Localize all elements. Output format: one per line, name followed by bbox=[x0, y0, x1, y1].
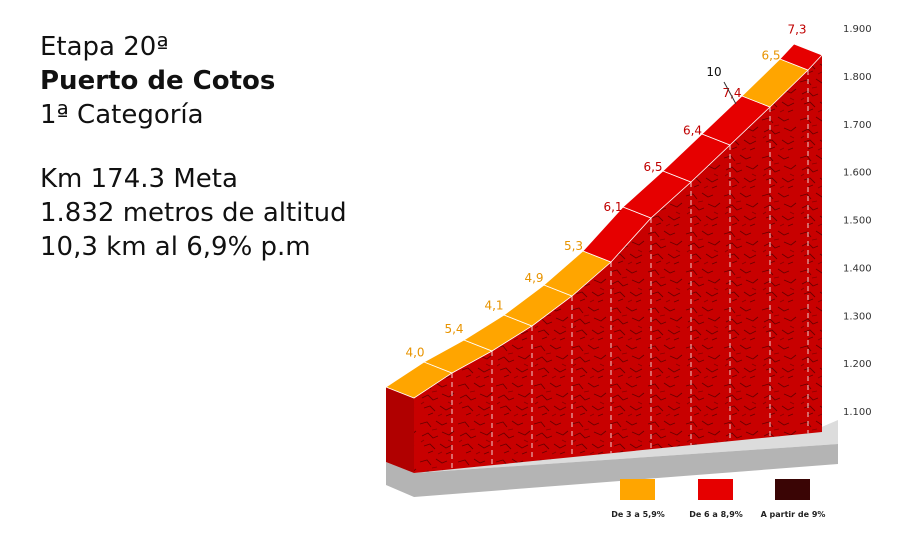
legend-swatch bbox=[775, 479, 810, 500]
profile-base bbox=[386, 444, 838, 497]
segment-grade-label: 4,0 bbox=[405, 346, 424, 360]
altitude-tick-label: 1.100 bbox=[843, 407, 872, 418]
segment-grade-label: 6,4 bbox=[683, 124, 702, 138]
climb-category: 1ª Categoría bbox=[40, 100, 204, 130]
segment-grade-label: 4,1 bbox=[484, 299, 503, 313]
legend-label: A partir de 9% bbox=[761, 510, 826, 519]
segment-grade-label: 6,5 bbox=[643, 160, 662, 174]
altitude-tick-label: 1.700 bbox=[843, 120, 872, 131]
climb-name: Puerto de Cotos bbox=[40, 66, 276, 96]
legend-label: De 6 a 8,9% bbox=[689, 510, 743, 519]
segment-grade-label: 5,3 bbox=[564, 239, 583, 253]
segment-grade-label: 7,3 bbox=[787, 23, 806, 37]
altitude-tick-label: 1.500 bbox=[843, 216, 872, 227]
profile-front-wall bbox=[386, 387, 414, 473]
length-grade: 10,3 km al 6,9% p.m bbox=[40, 232, 311, 262]
segment-grade-label: 7,4 bbox=[722, 86, 741, 100]
segment-grade-label: 5,4 bbox=[444, 322, 463, 336]
legend-swatch bbox=[698, 479, 733, 500]
segment-band bbox=[779, 43, 823, 71]
profile-body bbox=[414, 55, 822, 473]
max-grade-label: 10 bbox=[706, 65, 721, 79]
segment-grade-label: 4,9 bbox=[524, 271, 543, 285]
altitude-tick-label: 1.800 bbox=[843, 72, 872, 83]
segment-grade-label: 6,1 bbox=[603, 200, 622, 214]
legend-swatch bbox=[620, 479, 655, 500]
legend-label: De 3 a 5,9% bbox=[611, 510, 665, 519]
stage-label: Etapa 20ª bbox=[40, 32, 169, 62]
altitude-tick-label: 1.300 bbox=[843, 311, 872, 322]
summit-altitude: 1.832 metros de altitud bbox=[40, 198, 347, 228]
max-grade-pointer bbox=[723, 81, 737, 105]
segment-grade-label: 6,5 bbox=[761, 49, 780, 63]
info-panel: Etapa 20ª Puerto de Cotos 1ª Categoría K… bbox=[40, 30, 347, 264]
altitude-tick-label: 1.900 bbox=[843, 24, 872, 35]
altitude-tick-label: 1.200 bbox=[843, 359, 872, 370]
altitude-tick-label: 1.400 bbox=[843, 263, 872, 274]
altitude-tick-label: 1.600 bbox=[843, 168, 872, 179]
finish-km: Km 174.3 Meta bbox=[40, 164, 238, 194]
